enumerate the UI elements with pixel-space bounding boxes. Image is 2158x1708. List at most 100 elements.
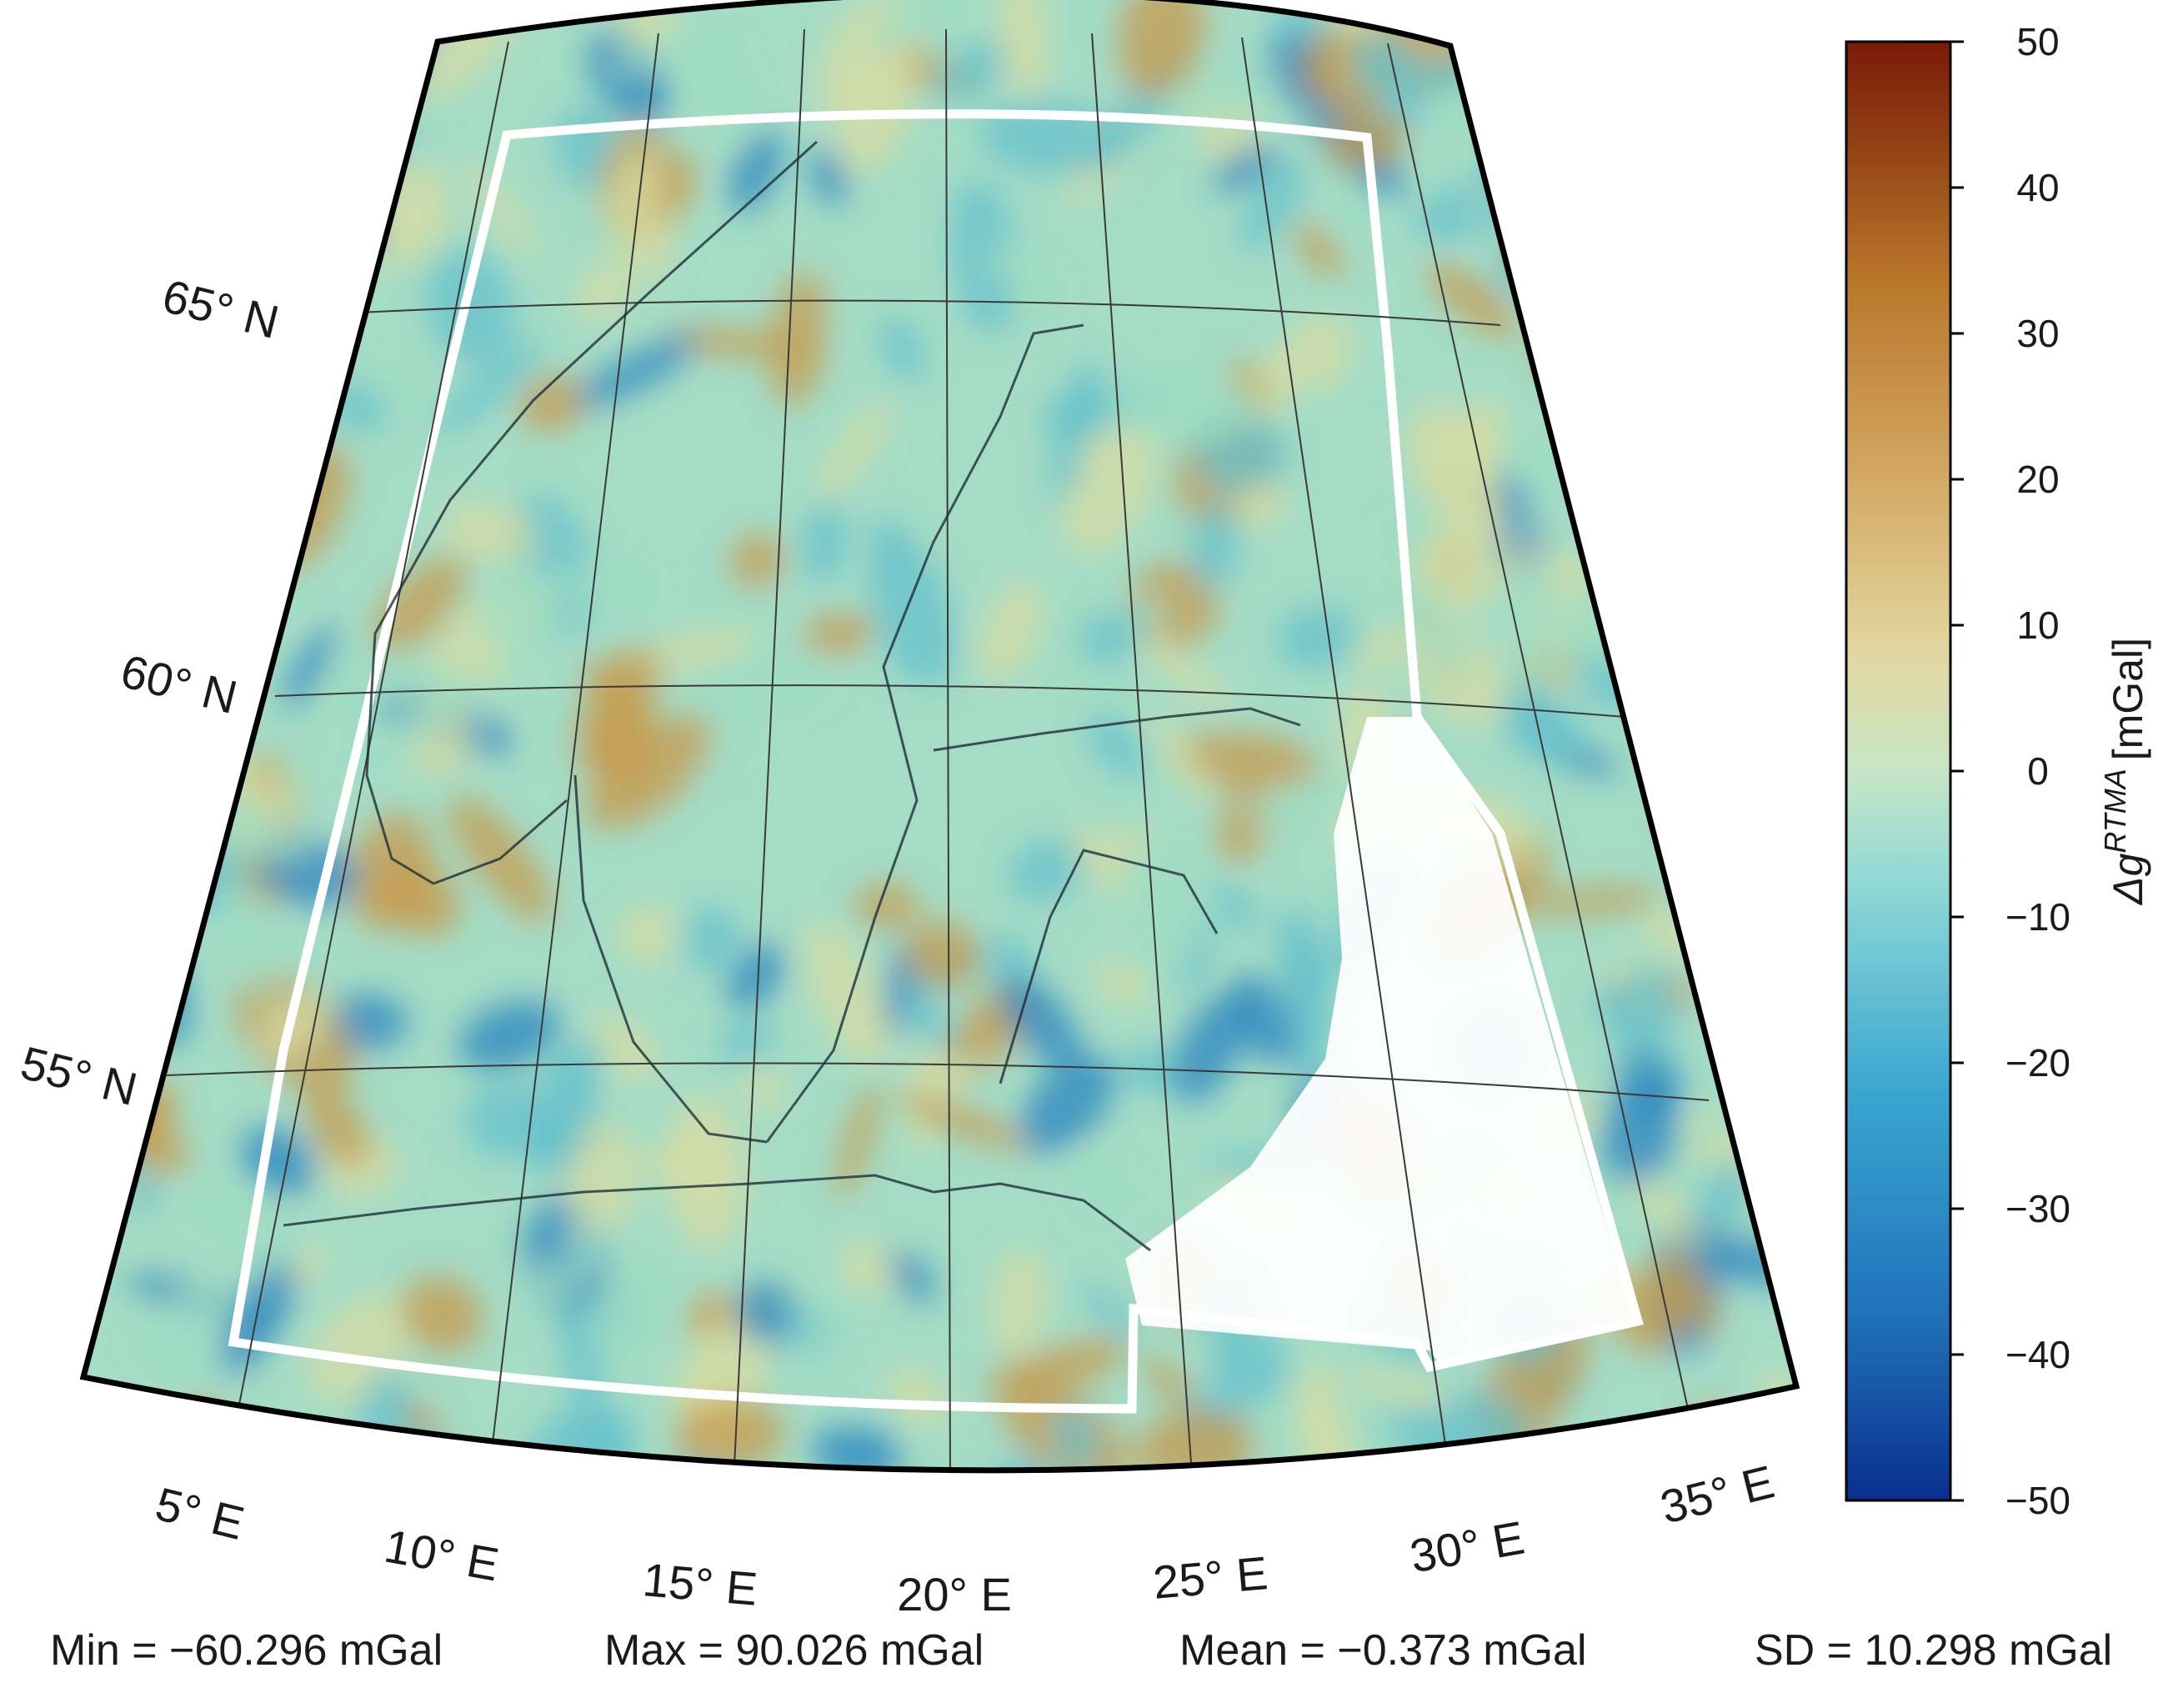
- map-frame: [79, 0, 1800, 1474]
- field-blob: [1660, 640, 1716, 702]
- field-blob: [1427, 263, 1519, 338]
- field-blob: [769, 272, 829, 407]
- field-blob: [24, 769, 85, 829]
- field-blob: [1150, 711, 1212, 803]
- field-blob: [338, 712, 443, 774]
- field-blob: [518, 374, 588, 433]
- field-blob: [1648, 48, 1766, 136]
- field-blob: [1645, 405, 1757, 545]
- field-blob: [1063, 830, 1156, 869]
- field-blob: [1756, 911, 1796, 978]
- lon-label-20: 20° E: [897, 1568, 1012, 1620]
- field-blob: [432, 340, 545, 437]
- colorbar-tick-label: −50: [2005, 1479, 2070, 1522]
- field-blob: [1598, 280, 1721, 387]
- field-blob: [154, 731, 219, 778]
- colorbar-title-unit: [mGal]: [2105, 638, 2151, 760]
- field-blob: [22, 0, 94, 72]
- field-blob: [83, 448, 122, 548]
- field-blob: [1210, 880, 1259, 934]
- field-blob: [1234, 483, 1287, 528]
- colorbar-tick-label: 20: [2016, 458, 2059, 501]
- field-blob: [83, 868, 134, 1008]
- field-blob: [618, 905, 677, 965]
- field-blob: [219, 138, 318, 253]
- data-gap-region: [1125, 717, 1634, 1367]
- field-blob: [668, 327, 794, 358]
- graticule: [166, 28, 1710, 1470]
- field-blob: [83, 179, 108, 249]
- field-blob: [800, 501, 849, 584]
- field-blob: [809, 148, 848, 206]
- field-blob: [801, 613, 874, 656]
- field-blob: [573, 646, 661, 774]
- field-blob: [83, 165, 91, 255]
- field-blob: [884, 1370, 951, 1426]
- field-blob: [83, 429, 117, 523]
- colorbar-title-symbol: Δg: [2105, 853, 2151, 905]
- field-blob: [574, 335, 698, 408]
- field-blob: [609, 35, 693, 73]
- field-blob: [133, 751, 173, 903]
- field-blob: [1145, 1357, 1195, 1407]
- field-blob: [882, 939, 915, 1040]
- field-blob: [477, 560, 570, 662]
- field-blob: [123, 0, 187, 48]
- colorbar-tick-label: 40: [2016, 166, 2059, 209]
- field-blob: [1349, 1370, 1455, 1408]
- field-blob: [258, 992, 334, 1059]
- field-blob: [1654, 624, 1760, 725]
- field-blob: [904, 920, 981, 989]
- field-blob: [1329, 189, 1378, 238]
- lon-label-5: 5° E: [151, 1477, 250, 1550]
- field-blob: [304, 1086, 371, 1168]
- field-blob: [1223, 361, 1269, 406]
- field-blob: [212, 488, 273, 566]
- field-blob: [1135, 634, 1234, 710]
- field-blob: [1087, 712, 1147, 780]
- field-blob: [1711, 226, 1761, 269]
- field-blob: [1635, 1175, 1700, 1250]
- field-blob: [1530, 0, 1583, 88]
- lat-label-65: 65° N: [158, 269, 284, 348]
- field-blob: [1580, 0, 1684, 73]
- field-blob: [100, 261, 152, 316]
- field-blob: [729, 533, 785, 590]
- colorbar-tick-label: −40: [2005, 1333, 2070, 1376]
- field-blob: [1590, 203, 1678, 315]
- field-blob: [1644, 472, 1709, 538]
- colorbar-tick-label: 10: [2016, 604, 2059, 647]
- field-blob: [1411, 494, 1505, 603]
- field-blob: [440, 501, 537, 563]
- coastlines: [283, 140, 1301, 1252]
- field-blob: [514, 1262, 574, 1319]
- field-blob: [282, 624, 338, 709]
- field-blob: [673, 3, 756, 143]
- field-blob: [1276, 605, 1358, 670]
- field-blob: [1770, 654, 1796, 782]
- field-blob: [1740, 920, 1791, 999]
- field-blob: [575, 263, 632, 321]
- field-blob: [665, 1466, 710, 1470]
- field-blob: [580, 1253, 678, 1368]
- field-blob: [987, 241, 1064, 323]
- lat-label-55: 55° N: [16, 1036, 143, 1115]
- field-blob: [1782, 293, 1796, 403]
- field-blob: [176, 1191, 321, 1246]
- field-blob: [1735, 714, 1796, 779]
- survey-area-boundary: [228, 109, 1644, 1414]
- field-blob: [803, 923, 889, 1066]
- field-blob: [1611, 394, 1663, 443]
- field-blob: [608, 153, 675, 281]
- field-blob: [1064, 1154, 1128, 1225]
- field-blob: [674, 1396, 784, 1470]
- field-blob: [1295, 1401, 1372, 1470]
- field-blob: [1690, 788, 1776, 866]
- field-blob: [879, 316, 925, 381]
- field-blob: [1404, 403, 1495, 514]
- field-blob: [425, 248, 515, 366]
- field-blob: [168, 784, 226, 833]
- colorbar-ticks: 50 40 30 20 10 0 −10 −20 −30 −40 −50: [1950, 20, 2070, 1522]
- field-blob: [464, 1080, 544, 1159]
